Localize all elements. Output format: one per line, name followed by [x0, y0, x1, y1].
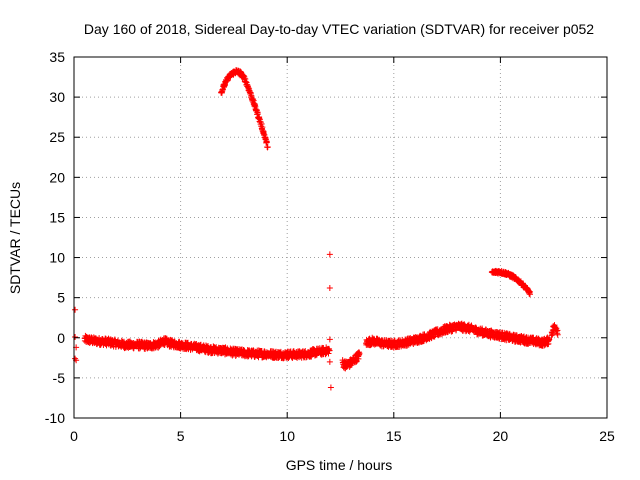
data-point — [72, 333, 79, 340]
y-tick-label: 30 — [49, 89, 65, 105]
data-point — [326, 285, 333, 292]
y-tick-label: 0 — [57, 330, 65, 346]
data-point — [554, 331, 561, 338]
data-point — [326, 358, 333, 365]
data-point — [327, 384, 334, 391]
data-point — [353, 358, 360, 365]
data-point — [72, 306, 79, 313]
data-point — [161, 341, 168, 348]
data-points — [72, 67, 561, 391]
x-tick-label: 5 — [177, 428, 185, 444]
data-point — [325, 347, 332, 354]
y-tick-label: 25 — [49, 129, 65, 145]
y-tick-label: 15 — [49, 209, 65, 225]
data-point — [546, 336, 553, 343]
data-point — [326, 336, 333, 343]
y-axis-ticks: -10 -5 0 5 10 15 20 25 30 35 — [45, 49, 607, 426]
data-point — [356, 350, 363, 357]
x-tick-label: 10 — [279, 428, 295, 444]
x-tick-label: 0 — [70, 428, 78, 444]
x-axis-label: GPS time / hours — [286, 457, 393, 473]
y-tick-label: -10 — [45, 410, 65, 426]
x-tick-label: 25 — [599, 428, 615, 444]
y-tick-label: 5 — [57, 290, 65, 306]
plot-frame — [73, 56, 608, 419]
y-tick-label: 20 — [49, 169, 65, 185]
x-tick-label: 20 — [493, 428, 509, 444]
x-axis-ticks: 0 5 10 15 20 25 — [70, 57, 615, 444]
data-point — [526, 291, 533, 298]
plot-border — [73, 56, 608, 419]
data-point — [326, 251, 333, 258]
x-tick-label: 15 — [386, 428, 402, 444]
chart-title: Day 160 of 2018, Sidereal Day-to-day VTE… — [84, 21, 594, 37]
data-point — [264, 144, 271, 151]
y-tick-label: -5 — [53, 370, 66, 386]
y-tick-label: 10 — [49, 250, 65, 266]
y-tick-label: 35 — [49, 49, 65, 65]
y-axis-label: SDTVAR / TECUs — [7, 182, 23, 294]
